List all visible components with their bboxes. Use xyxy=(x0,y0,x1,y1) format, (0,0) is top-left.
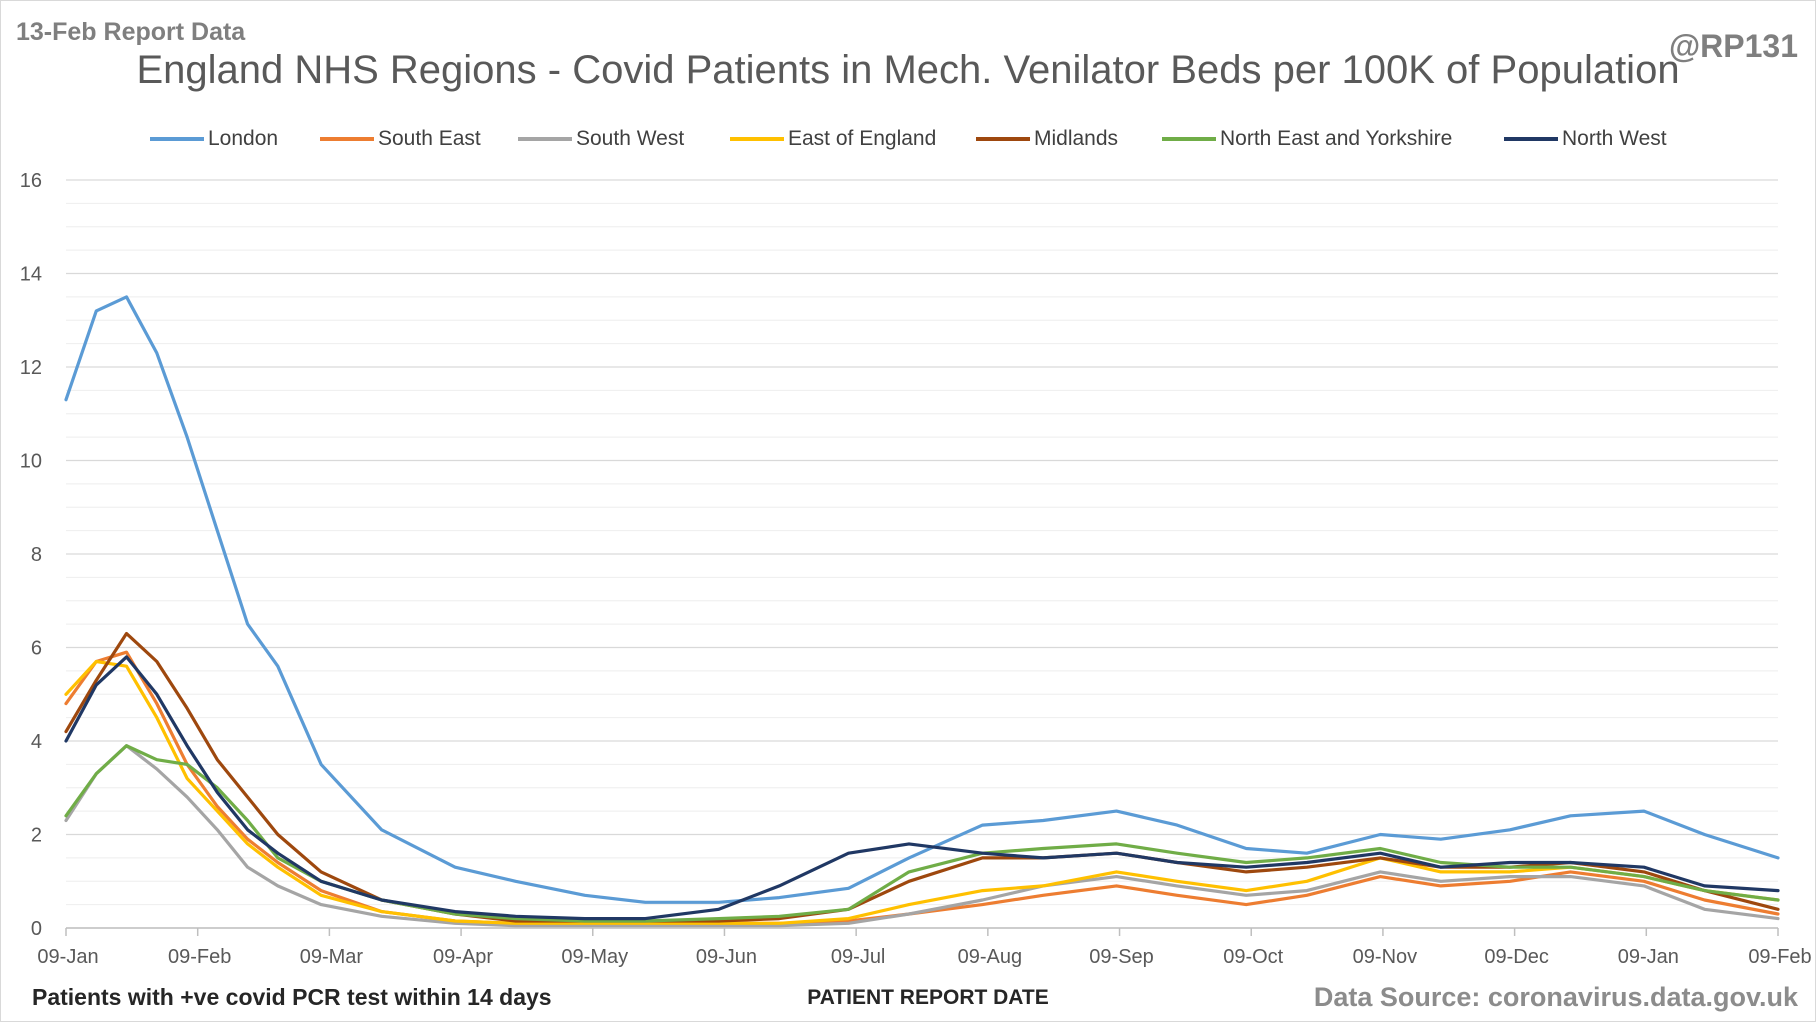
footnote: Patients with +ve covid PCR test within … xyxy=(32,984,552,1010)
x-tick-label: 09-Jan xyxy=(37,946,98,968)
series-line xyxy=(64,295,1780,904)
legend-label: East of England xyxy=(788,127,937,150)
report-date-label: 13-Feb Report Data xyxy=(16,18,246,46)
x-tick-label: 09-Dec xyxy=(1484,946,1548,968)
x-tick-label: 09-Jul xyxy=(831,946,885,968)
legend-swatch xyxy=(320,137,374,141)
legend-item: South East xyxy=(320,124,481,154)
chart-legend: London South East South West East of Englan… xyxy=(0,124,1816,154)
legend-item: London xyxy=(150,124,278,154)
legend-swatch xyxy=(1162,137,1216,141)
legend-label: South East xyxy=(378,127,481,150)
legend-item: North East and Yorkshire xyxy=(1162,124,1452,154)
data-source: Data Source: coronavirus.data.gov.uk xyxy=(1313,982,1798,1012)
y-tick-label: 12 xyxy=(20,357,42,379)
legend-item: Midlands xyxy=(976,124,1118,154)
y-tick-label: 2 xyxy=(31,825,42,847)
legend-item: South West xyxy=(518,124,684,154)
legend-item: East of England xyxy=(730,124,936,154)
x-tick-label: 09-Apr xyxy=(433,946,493,968)
series-line xyxy=(64,655,1780,921)
legend-label: London xyxy=(208,127,279,150)
x-tick-label: 09-Nov xyxy=(1353,946,1417,968)
y-tick-label: 8 xyxy=(31,544,42,566)
legend-swatch xyxy=(1504,137,1558,141)
y-tick-label: 14 xyxy=(20,264,42,286)
y-tick-label: 16 xyxy=(20,170,42,192)
x-tick-label: 09-Jan xyxy=(1618,946,1679,968)
x-tick-label: 09-Feb xyxy=(1748,946,1811,968)
legend-item: North West xyxy=(1504,124,1667,154)
series-line xyxy=(64,744,1780,923)
legend-label: South West xyxy=(576,127,685,150)
x-tick-label: 09-May xyxy=(561,946,628,968)
y-tick-label: 4 xyxy=(31,731,42,753)
legend-swatch xyxy=(730,137,784,141)
legend-swatch xyxy=(150,137,204,141)
chart-title: England NHS Regions - Covid Patients in … xyxy=(136,48,1680,92)
x-axis-title: PATIENT REPORT DATE xyxy=(807,986,1049,1009)
y-tick-label: 10 xyxy=(20,451,42,473)
y-tick-label: 6 xyxy=(31,638,42,660)
x-tick-label: 09-Jun xyxy=(696,946,757,968)
legend-label: North West xyxy=(1562,127,1667,150)
legend-swatch xyxy=(518,137,572,141)
x-tick-label: 09-Sep xyxy=(1089,946,1154,968)
x-tick-label: 09-Aug xyxy=(958,946,1023,968)
x-tick-label: 09-Feb xyxy=(168,946,231,968)
series-line xyxy=(64,744,1780,928)
x-tick-label: 09-Oct xyxy=(1223,946,1283,968)
x-tick-label: 09-Mar xyxy=(300,946,364,968)
legend-label: North East and Yorkshire xyxy=(1220,127,1453,150)
legend-label: Midlands xyxy=(1034,127,1119,150)
author-handle: @RP131 xyxy=(1668,28,1798,64)
series-line xyxy=(64,659,1780,925)
legend-swatch xyxy=(976,137,1030,141)
y-tick-label: 0 xyxy=(31,918,42,940)
